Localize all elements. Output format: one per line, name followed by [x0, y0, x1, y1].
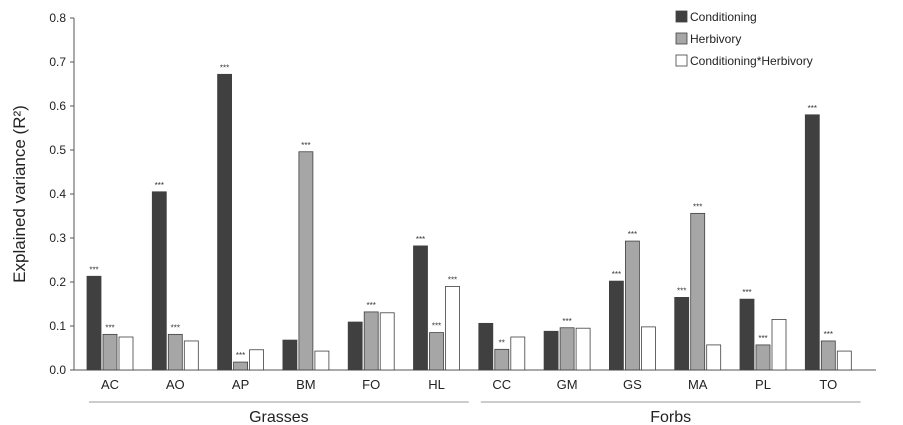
x-tick-label: BM: [296, 377, 316, 392]
significance-label: ***: [758, 334, 767, 343]
y-tick-label: 0.8: [49, 11, 66, 25]
bar-conditioning-ac: [86, 275, 102, 371]
group-label: Grasses: [249, 409, 309, 425]
significance-label: ***: [105, 323, 114, 332]
bar-conditioning-herbivory-bm: [314, 350, 330, 371]
significance-label: ***: [628, 230, 637, 239]
bar-conditioning-herbivory-gm: [575, 327, 591, 371]
bar-herbivory-pl: [755, 344, 771, 371]
bar-conditioning-herbivory-fo: [379, 312, 395, 371]
x-tick-label: GS: [623, 377, 642, 392]
bar-conditioning-herbivory-ac: [118, 336, 134, 371]
legend-swatch: [675, 10, 688, 23]
bar-conditioning-ao: [151, 191, 167, 371]
legend-swatch: [675, 32, 688, 45]
x-tick-label: GM: [557, 377, 578, 392]
significance-label: ***: [236, 351, 245, 360]
y-tick-label: 0.2: [49, 275, 66, 289]
bar-conditioning-ap: [217, 73, 233, 371]
bar-herbivory-cc: [494, 348, 510, 371]
y-tick-label: 0.7: [49, 55, 66, 69]
bar-conditioning-gm: [543, 330, 559, 371]
bar-herbivory-to: [820, 340, 836, 371]
y-axis-title: Explained variance (R²): [10, 105, 29, 283]
bar-herbivory-hl: [429, 332, 444, 371]
significance-label: ***: [171, 323, 180, 332]
significance-label: ***: [416, 235, 425, 244]
x-tick-label: TO: [819, 377, 837, 392]
bar-herbivory-ao: [167, 333, 183, 371]
x-tick-label: CC: [492, 377, 511, 392]
x-tick-label: AP: [232, 377, 249, 392]
y-axis: 0.0 0.1 0.2 0.3 0.4 0.5 0.6 0.7 0.8: [49, 11, 75, 377]
legend-label: Herbivory: [690, 32, 741, 46]
bar-herbivory-ac: [102, 333, 118, 371]
bar-conditioning-herbivory-ap: [249, 349, 265, 371]
bar-herbivory-bm: [298, 151, 314, 371]
significance-label: ***: [301, 141, 310, 150]
bar-conditioning-hl: [413, 245, 428, 371]
significance-label: ***: [448, 275, 457, 284]
bar-conditioning-herbivory-gs: [641, 326, 656, 371]
bar-herbivory-gm: [559, 327, 575, 371]
significance-label: ***: [562, 317, 571, 326]
x-tick-label: FO: [362, 377, 380, 392]
bar-conditioning-herbivory-ao: [183, 340, 199, 371]
y-tick-label: 0.4: [49, 187, 66, 201]
bar-conditioning-gs: [609, 280, 624, 371]
significance-label: ***: [742, 288, 751, 297]
x-axis: AC AO AP BM FO HL CC GM GS MA PL TO: [74, 369, 876, 392]
y-tick-label: 0.1: [49, 319, 66, 333]
group-labels: Grasses Forbs: [89, 401, 861, 425]
x-tick-label: MA: [688, 377, 708, 392]
bar-conditioning-herbivory-pl: [771, 318, 787, 371]
bar-herbivory-ap: [233, 361, 249, 371]
significance-label: ***: [824, 330, 833, 339]
y-tick-label: 0.5: [49, 143, 66, 157]
significance-label: ***: [808, 104, 817, 113]
significance-label: ***: [89, 265, 98, 274]
y-tick-label: 0.6: [49, 99, 66, 113]
bar-conditioning-herbivory-to: [836, 350, 852, 371]
significance-label: ***: [432, 322, 441, 331]
significance-label: ***: [367, 301, 376, 310]
legend-swatch: [675, 54, 688, 67]
x-tick-label: AC: [101, 377, 119, 392]
legend-label: Conditioning: [690, 10, 757, 24]
x-tick-label: HL: [428, 377, 445, 392]
x-tick-label: AO: [166, 377, 185, 392]
significance-label: **: [499, 338, 505, 347]
x-tick-label: PL: [755, 377, 771, 392]
significance-markers: ****************************************…: [89, 63, 833, 360]
bar-conditioning-ma: [674, 296, 690, 371]
significance-label: ***: [612, 270, 621, 279]
bar-conditioning-pl: [739, 298, 755, 371]
bar-conditioning-bm: [282, 339, 298, 371]
bars: [86, 73, 852, 371]
legend: Conditioning Herbivory Conditioning*Herbiv…: [675, 10, 813, 68]
group-label: Forbs: [650, 409, 691, 425]
bar-conditioning-to: [804, 114, 820, 371]
y-tick-label: 0.3: [49, 231, 66, 245]
y-tick-label: 0.0: [49, 363, 66, 377]
bar-conditioning-herbivory-ma: [706, 344, 722, 371]
bar-conditioning-herbivory-hl: [445, 285, 460, 371]
bar-conditioning-cc: [478, 322, 494, 371]
significance-label: ***: [693, 202, 702, 211]
significance-label: ***: [677, 286, 686, 295]
bar-herbivory-gs: [625, 240, 640, 371]
bar-conditioning-herbivory-cc: [510, 336, 526, 371]
bar-conditioning-fo: [347, 321, 363, 371]
significance-label: ***: [220, 63, 229, 72]
significance-label: ***: [155, 181, 164, 190]
legend-label: Conditioning*Herbivory: [690, 54, 813, 68]
bar-herbivory-ma: [690, 212, 706, 371]
bar-herbivory-fo: [363, 311, 379, 371]
